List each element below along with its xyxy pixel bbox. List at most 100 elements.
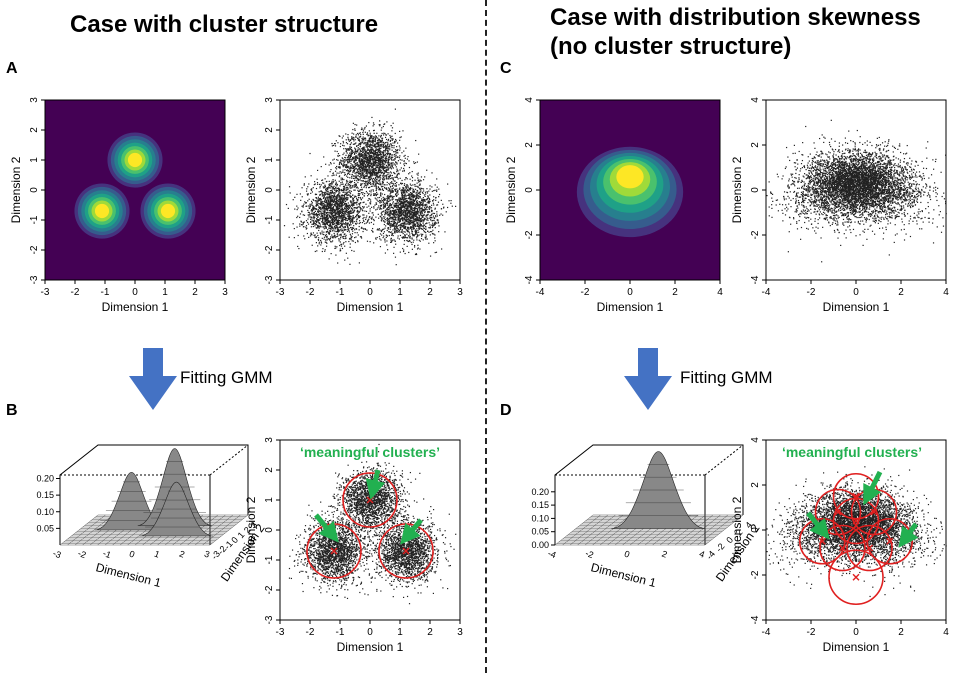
data-point (336, 207, 338, 210)
data-point (305, 220, 308, 222)
data-point (346, 210, 348, 212)
data-point (321, 250, 323, 253)
data-point (344, 206, 346, 208)
data-point (368, 171, 371, 173)
data-point (391, 185, 393, 187)
data-point (347, 228, 349, 231)
data-point (397, 202, 400, 204)
data-point (334, 179, 336, 181)
data-point (355, 236, 357, 238)
data-point (408, 173, 410, 175)
data-point (444, 231, 446, 233)
data-point (455, 205, 457, 207)
data-point (333, 200, 336, 202)
data-point (338, 238, 340, 240)
data-point (334, 230, 336, 232)
data-point (366, 173, 368, 175)
data-point (357, 175, 359, 177)
data-point (370, 150, 373, 153)
data-point (415, 233, 417, 235)
data-point (366, 183, 369, 185)
data-point (313, 181, 316, 183)
data-point (385, 148, 387, 150)
data-point (364, 128, 366, 130)
data-point (297, 234, 299, 237)
data-point (408, 251, 410, 254)
data-point (433, 224, 436, 226)
data-point (345, 142, 348, 144)
data-point (387, 213, 389, 215)
data-point (344, 214, 346, 216)
data-point (316, 198, 318, 200)
data-point (429, 226, 432, 228)
data-point (344, 259, 346, 261)
data-point (342, 230, 344, 232)
data-point (356, 169, 358, 171)
data-point (329, 202, 331, 204)
data-point (335, 167, 337, 169)
data-point (391, 181, 393, 183)
data-point (382, 169, 384, 171)
data-point (392, 177, 394, 179)
data-point (378, 157, 380, 159)
panel-letter-a: A (6, 60, 18, 78)
data-point (396, 231, 398, 233)
data-point (387, 210, 389, 212)
data-point (359, 136, 361, 138)
data-point (354, 179, 356, 182)
data-point (399, 162, 402, 164)
data-point (314, 193, 317, 196)
data-point (415, 194, 418, 196)
data-point (370, 172, 372, 174)
data-point (371, 216, 373, 218)
data-point (395, 193, 397, 195)
heatmap-a-contour-band (160, 203, 176, 219)
data-point (416, 197, 418, 199)
data-point (383, 165, 385, 167)
data-point (422, 198, 425, 201)
data-point (350, 228, 353, 230)
data-point (348, 229, 350, 232)
data-point (333, 220, 336, 222)
data-point (402, 130, 404, 132)
data-point (425, 236, 427, 238)
data-point (362, 177, 364, 179)
data-point (332, 209, 334, 211)
data-point (358, 155, 360, 157)
data-point (390, 213, 392, 215)
data-point (398, 213, 400, 215)
data-point (394, 164, 396, 166)
data-point (380, 163, 382, 166)
data-point (338, 188, 340, 191)
data-point (355, 187, 357, 189)
data-point (406, 237, 408, 239)
data-point (380, 171, 382, 173)
data-point (432, 215, 435, 217)
data-point (424, 207, 426, 209)
data-point (342, 237, 344, 240)
data-point (433, 224, 435, 226)
data-point (377, 187, 380, 189)
data-point (330, 212, 332, 214)
data-point (359, 207, 362, 209)
data-point (348, 149, 350, 151)
data-point (418, 219, 420, 222)
data-point (366, 240, 369, 242)
data-point (422, 219, 424, 221)
data-point (395, 166, 397, 168)
data-point (384, 141, 387, 144)
data-point (411, 205, 413, 207)
data-point (344, 156, 346, 159)
data-point (378, 154, 380, 156)
data-point (404, 252, 406, 255)
data-point (432, 212, 434, 214)
data-point (409, 187, 412, 189)
heatmap-a-xtick-label: 2 (192, 287, 198, 298)
data-point (373, 132, 375, 134)
data-point (373, 150, 375, 152)
data-point (354, 195, 356, 197)
data-point (313, 206, 315, 208)
data-point (360, 189, 362, 191)
data-point (359, 132, 361, 134)
data-point (389, 225, 391, 227)
